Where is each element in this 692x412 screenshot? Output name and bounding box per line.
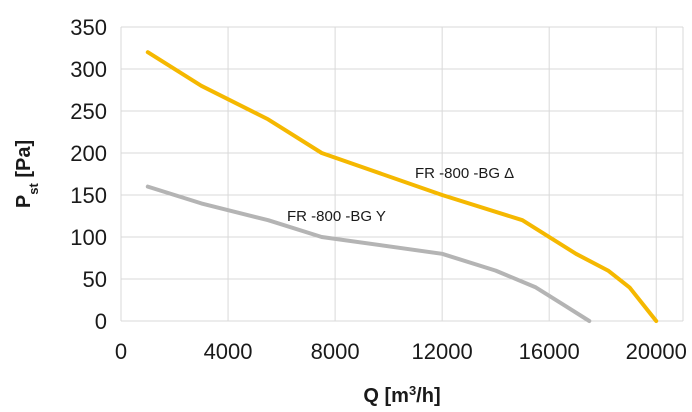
y-tick-label: 300 xyxy=(70,57,107,82)
x-tick-label: 8000 xyxy=(311,339,360,364)
y-axis-title-tail: [Pa] xyxy=(13,140,35,183)
y-tick-label: 350 xyxy=(70,15,107,40)
y-axis-title: Pst [Pa] xyxy=(13,140,41,208)
x-tick-label: 12000 xyxy=(412,339,473,364)
y-axis-title-main: P xyxy=(13,195,35,208)
y-tick-label: 250 xyxy=(70,99,107,124)
labels: Q [m3/h] Pst [Pa] FR -800 -BG Δ FR -800 -BG… xyxy=(13,140,514,407)
x-tick-label: 20000 xyxy=(626,339,687,364)
x-tick-label: 4000 xyxy=(204,339,253,364)
y-tick-label: 200 xyxy=(70,141,107,166)
y-axis-title-sub: st xyxy=(26,183,41,195)
series-lines xyxy=(145,50,659,323)
y-tick-label: 100 xyxy=(70,225,107,250)
axes: 0 50 100 150 200 250 300 350 0 4000 8000 12000 16000… xyxy=(70,15,687,364)
x-axis-title: Q [m3/h] xyxy=(363,383,440,408)
series-line-1 xyxy=(145,184,592,323)
x-tick-label: 16000 xyxy=(519,339,580,364)
grid xyxy=(120,26,684,322)
y-tick-label: 50 xyxy=(83,267,107,292)
series-label-1: FR -800 -BG Y xyxy=(287,208,386,225)
x-axis-title-main: Q [m xyxy=(363,385,409,407)
x-axis-title-sup: 3 xyxy=(409,383,416,398)
series-line-0 xyxy=(145,50,659,323)
y-tick-label: 150 xyxy=(70,183,107,208)
y-tick-label: 0 xyxy=(95,309,107,334)
x-tick-label: 0 xyxy=(115,339,127,364)
series-label-0: FR -800 -BG Δ xyxy=(415,165,514,182)
x-axis-title-tail: /h] xyxy=(416,385,440,407)
